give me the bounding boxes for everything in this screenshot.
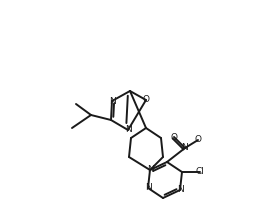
Text: N: N <box>147 166 153 174</box>
Text: O: O <box>195 135 201 144</box>
Text: N: N <box>182 144 188 153</box>
Text: O: O <box>170 132 178 141</box>
Text: N: N <box>177 186 183 194</box>
Text: Cl: Cl <box>196 167 204 177</box>
Text: N: N <box>145 184 151 193</box>
Text: N: N <box>109 96 115 105</box>
Text: O: O <box>142 95 150 105</box>
Text: N: N <box>125 125 131 134</box>
